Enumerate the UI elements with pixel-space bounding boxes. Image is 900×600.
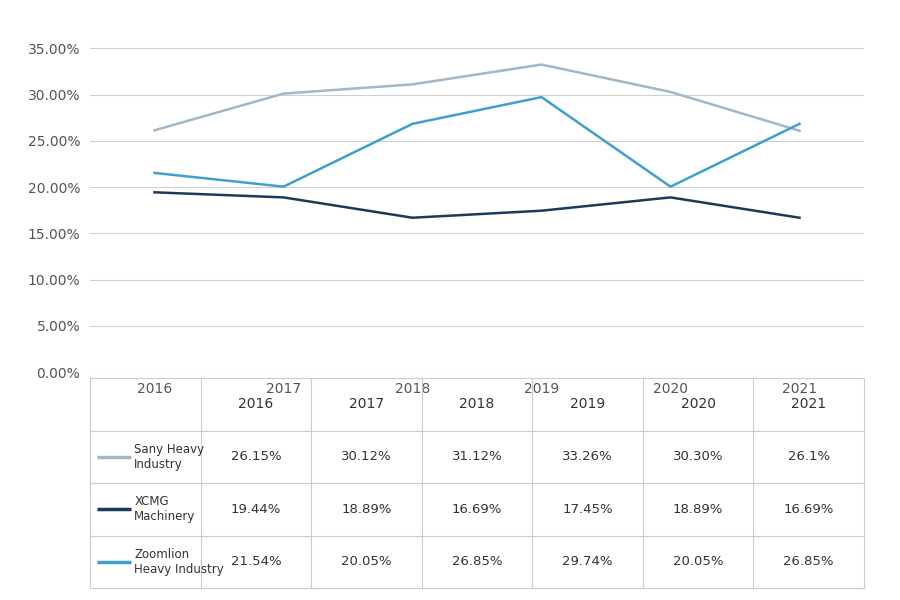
Text: Zoomlion
Heavy Industry: Zoomlion Heavy Industry bbox=[134, 548, 224, 576]
Text: 16.69%: 16.69% bbox=[784, 503, 834, 516]
Text: Sany Heavy
Industry: Sany Heavy Industry bbox=[134, 443, 204, 471]
Text: 17.45%: 17.45% bbox=[562, 503, 613, 516]
Text: 20.05%: 20.05% bbox=[673, 555, 724, 568]
Text: 26.85%: 26.85% bbox=[784, 555, 834, 568]
Text: 2021: 2021 bbox=[791, 397, 826, 411]
Text: 2016: 2016 bbox=[238, 397, 274, 411]
Text: 26.1%: 26.1% bbox=[788, 450, 830, 463]
Text: 18.89%: 18.89% bbox=[673, 503, 724, 516]
Text: 20.05%: 20.05% bbox=[341, 555, 392, 568]
Text: 21.54%: 21.54% bbox=[230, 555, 281, 568]
Text: 30.30%: 30.30% bbox=[673, 450, 724, 463]
Text: 2018: 2018 bbox=[459, 397, 495, 411]
Text: 26.15%: 26.15% bbox=[230, 450, 281, 463]
Text: 33.26%: 33.26% bbox=[562, 450, 613, 463]
Text: 2020: 2020 bbox=[680, 397, 716, 411]
Text: 19.44%: 19.44% bbox=[230, 503, 281, 516]
Text: 31.12%: 31.12% bbox=[452, 450, 502, 463]
Text: 2017: 2017 bbox=[349, 397, 384, 411]
Text: 29.74%: 29.74% bbox=[562, 555, 613, 568]
Text: 26.85%: 26.85% bbox=[452, 555, 502, 568]
Text: XCMG
Machinery: XCMG Machinery bbox=[134, 495, 195, 523]
Text: 16.69%: 16.69% bbox=[452, 503, 502, 516]
Text: 18.89%: 18.89% bbox=[341, 503, 392, 516]
Text: 30.12%: 30.12% bbox=[341, 450, 392, 463]
Text: 2019: 2019 bbox=[570, 397, 605, 411]
